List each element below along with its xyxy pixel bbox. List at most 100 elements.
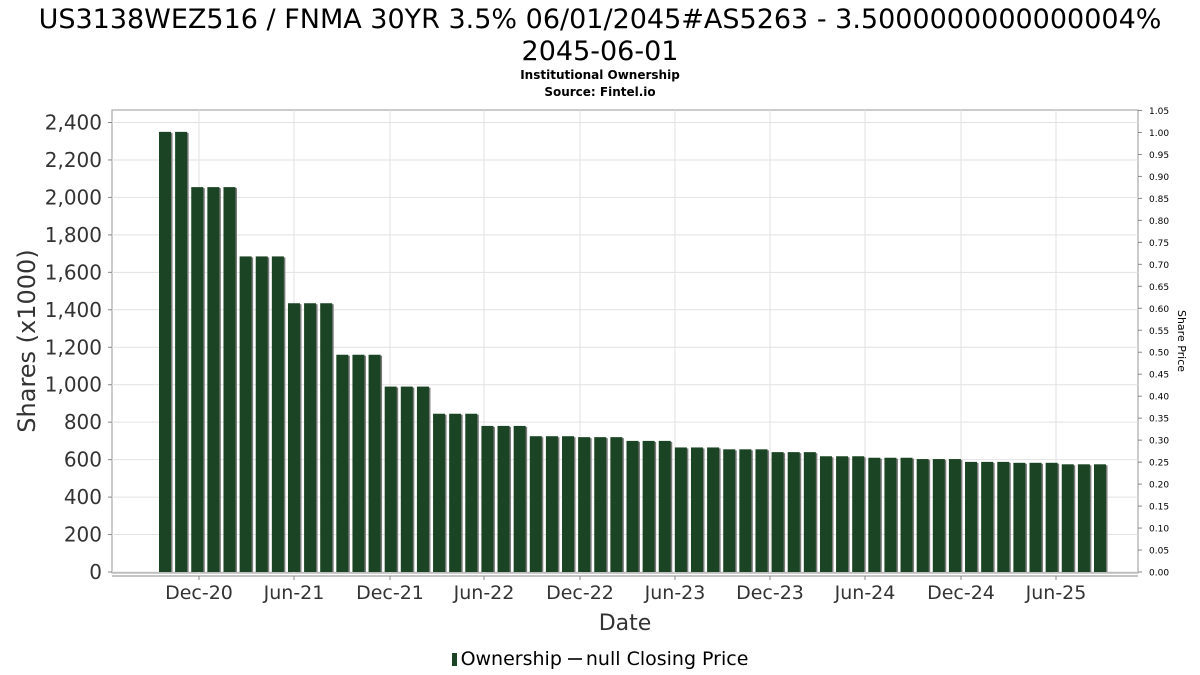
x-tick-label: Dec-23 [736,582,804,604]
bar [787,452,800,572]
bar [771,452,784,572]
bar [578,437,591,572]
bar [562,436,575,572]
bar [932,459,945,572]
y2-tick-label: 0.20 [1149,481,1169,491]
bar [610,437,623,572]
bar [400,386,413,572]
bar [642,440,655,572]
bar [191,187,204,572]
bar [803,452,816,572]
y2-tick-label: 0.90 [1149,173,1169,183]
bar [545,436,558,572]
y2-tick-label: 0.65 [1149,283,1169,293]
y2-tick-label: 0.30 [1149,437,1169,447]
bar [239,256,252,572]
bar [481,425,494,572]
bar [304,303,317,572]
x-tick-label: Jun-21 [263,582,325,604]
x-tick-label: Jun-24 [834,582,896,604]
bar [368,354,381,572]
bar [1094,464,1106,572]
legend-ownership-swatch [451,653,457,666]
bar [271,256,284,572]
bar [465,413,478,572]
y-tick-label: 2,000 [45,185,102,209]
x-axis-label: Date [599,611,652,636]
x-tick-label: Dec-24 [927,582,995,604]
y2-tick-label: 1.05 [1149,107,1169,117]
y-tick-label: 400 [64,485,102,509]
bar [981,461,994,572]
bar [739,449,752,572]
y-tick-label: 1,800 [45,223,102,247]
bar [948,459,961,572]
y2-tick-label: 0.70 [1149,261,1169,271]
bar [884,457,897,572]
bar [336,354,349,572]
bar [658,440,671,572]
bar [1045,462,1058,572]
y2-tick-label: 0.05 [1149,547,1169,557]
bar [836,456,849,572]
y2-tick-label: 0.35 [1149,415,1169,425]
bar [513,425,526,572]
bar [1077,464,1090,572]
bar [594,437,607,572]
y-tick-label: 2,400 [45,111,102,135]
y-tick-label: 2,200 [45,148,102,172]
y2-tick-label: 0.95 [1149,151,1169,161]
y2-tick-label: 0.10 [1149,525,1169,535]
bar [529,436,542,572]
y2-tick-label: 0.85 [1149,195,1169,205]
x-tick-label: Jun-22 [453,582,515,604]
chart-source: Source: Fintel.io [544,85,656,99]
bar [1029,462,1042,572]
bar [819,456,832,572]
bar [868,457,881,572]
y-tick-label: 200 [64,523,102,547]
bar [900,457,913,572]
x-tick-label: Jun-23 [644,582,706,604]
bar [449,413,462,572]
bar [997,461,1010,572]
bar [965,461,978,572]
bar [287,303,300,572]
bar [852,456,865,572]
y2-tick-label: 1.00 [1149,129,1169,139]
bar [207,187,220,572]
y-tick-label: 1,200 [45,335,102,359]
y2-tick-label: 0.25 [1149,459,1169,469]
y-tick-label: 1,600 [45,260,102,284]
y2-tick-label: 0.45 [1149,371,1169,381]
y2-tick-label: 0.60 [1149,305,1169,315]
chart-title: US3138WEZ516 / FNMA 30YR 3.5% 06/01/2045… [38,4,1162,35]
bar [1061,464,1074,572]
y2-tick-label: 0.80 [1149,217,1169,227]
x-tick-label: Dec-20 [165,582,233,604]
y2-tick-label: 0.00 [1149,569,1169,579]
bar [159,131,171,573]
bar [690,447,703,572]
y2-axis-label: Share Price [1175,310,1188,372]
bar [320,303,333,572]
chart-subtitle: Institutional Ownership [520,68,680,82]
bar [352,354,365,572]
bar [916,459,929,572]
bar [626,440,639,572]
x-tick-label: Dec-21 [356,582,424,604]
legend-ownership-label: Ownership [460,648,562,670]
y2-tick-label: 0.15 [1149,503,1169,513]
bar [674,447,687,572]
bar [255,256,268,572]
chart-legend: Ownership null Closing Price [0,647,1200,671]
chart-title-line2: 2045-06-01 [521,36,679,67]
bar [497,425,510,572]
x-tick-label: Jun-25 [1025,582,1087,604]
bar [1013,462,1026,572]
legend-price-label: null Closing Price [585,648,749,670]
x-tick-label: Dec-22 [546,582,614,604]
y2-tick-label: 0.40 [1149,393,1169,403]
y2-tick-label: 0.75 [1149,239,1169,249]
